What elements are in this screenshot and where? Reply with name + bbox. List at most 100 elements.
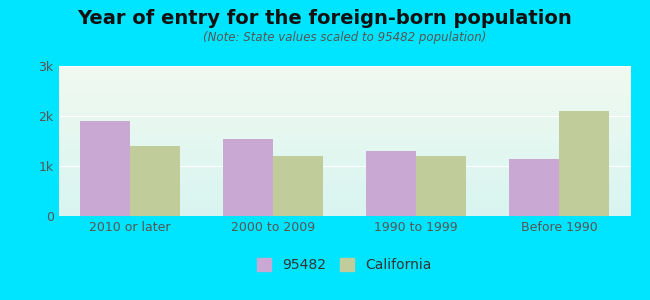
Bar — [58, 142, 630, 143]
Bar — [58, 167, 630, 168]
Bar — [58, 118, 630, 119]
Bar — [58, 102, 630, 103]
Bar — [58, 205, 630, 206]
Bar — [58, 103, 630, 104]
Bar — [58, 112, 630, 113]
Bar — [58, 144, 630, 145]
Bar — [58, 159, 630, 160]
Bar — [58, 69, 630, 70]
Bar — [58, 105, 630, 106]
Bar — [58, 202, 630, 203]
Bar — [58, 90, 630, 91]
Bar — [58, 89, 630, 90]
Bar — [58, 161, 630, 162]
Bar — [58, 117, 630, 118]
Bar — [58, 110, 630, 111]
Bar — [58, 87, 630, 88]
Bar — [58, 104, 630, 105]
Text: Year of entry for the foreign-born population: Year of entry for the foreign-born popul… — [77, 9, 573, 28]
Bar — [58, 111, 630, 112]
Bar — [58, 77, 630, 78]
Title: (Note: State values scaled to 95482 population): (Note: State values scaled to 95482 popu… — [203, 31, 486, 44]
Bar — [58, 81, 630, 82]
Bar — [58, 145, 630, 146]
Bar — [58, 135, 630, 136]
Bar — [58, 199, 630, 200]
Bar — [58, 138, 630, 139]
Bar — [58, 157, 630, 158]
Bar — [58, 190, 630, 191]
Bar — [58, 108, 630, 109]
Bar — [58, 98, 630, 99]
Bar — [58, 129, 630, 130]
Bar — [58, 96, 630, 97]
Bar — [58, 67, 630, 68]
Bar — [273, 156, 323, 216]
Bar — [58, 94, 630, 95]
Bar — [58, 101, 630, 102]
Bar — [58, 208, 630, 209]
Bar — [58, 154, 630, 155]
Bar — [58, 196, 630, 197]
Bar — [58, 119, 630, 120]
Bar — [58, 115, 630, 116]
Bar — [58, 187, 630, 188]
Bar — [58, 66, 630, 67]
Bar — [58, 120, 630, 121]
Bar — [58, 139, 630, 140]
Bar — [58, 155, 630, 156]
Bar — [58, 207, 630, 208]
Bar — [58, 134, 630, 135]
Bar — [58, 182, 630, 183]
Bar — [58, 188, 630, 189]
Bar — [58, 162, 630, 163]
Bar — [58, 137, 630, 138]
Bar — [58, 76, 630, 77]
Bar — [58, 149, 630, 150]
Bar — [58, 148, 630, 149]
Bar — [58, 206, 630, 207]
Bar — [559, 111, 609, 216]
Bar — [509, 158, 559, 216]
Bar — [58, 203, 630, 204]
Bar — [58, 170, 630, 171]
Bar — [58, 136, 630, 137]
Bar — [58, 176, 630, 177]
Bar — [58, 156, 630, 157]
Bar — [58, 141, 630, 142]
Bar — [58, 147, 630, 148]
Bar — [58, 133, 630, 134]
Bar — [58, 158, 630, 159]
Bar — [58, 72, 630, 73]
Bar — [58, 95, 630, 96]
Bar — [58, 100, 630, 101]
Bar — [58, 143, 630, 144]
Bar — [58, 173, 630, 174]
Bar — [58, 183, 630, 184]
Bar — [58, 179, 630, 180]
Bar — [58, 210, 630, 211]
Bar — [58, 213, 630, 214]
Bar — [58, 164, 630, 165]
Bar — [58, 172, 630, 173]
Bar — [58, 130, 630, 131]
Bar — [58, 140, 630, 141]
Bar — [58, 185, 630, 186]
Bar — [58, 116, 630, 117]
Bar — [58, 125, 630, 126]
Bar — [58, 86, 630, 87]
Bar — [58, 122, 630, 123]
Bar — [58, 126, 630, 127]
Bar — [58, 70, 630, 71]
Legend: 95482, California: 95482, California — [257, 258, 432, 272]
Bar — [58, 197, 630, 198]
Bar — [58, 146, 630, 147]
Bar — [58, 195, 630, 196]
Bar — [58, 189, 630, 190]
Bar — [58, 82, 630, 83]
Bar — [58, 84, 630, 85]
Bar — [58, 128, 630, 129]
Bar — [58, 191, 630, 192]
Bar — [366, 151, 416, 216]
Bar — [58, 186, 630, 187]
